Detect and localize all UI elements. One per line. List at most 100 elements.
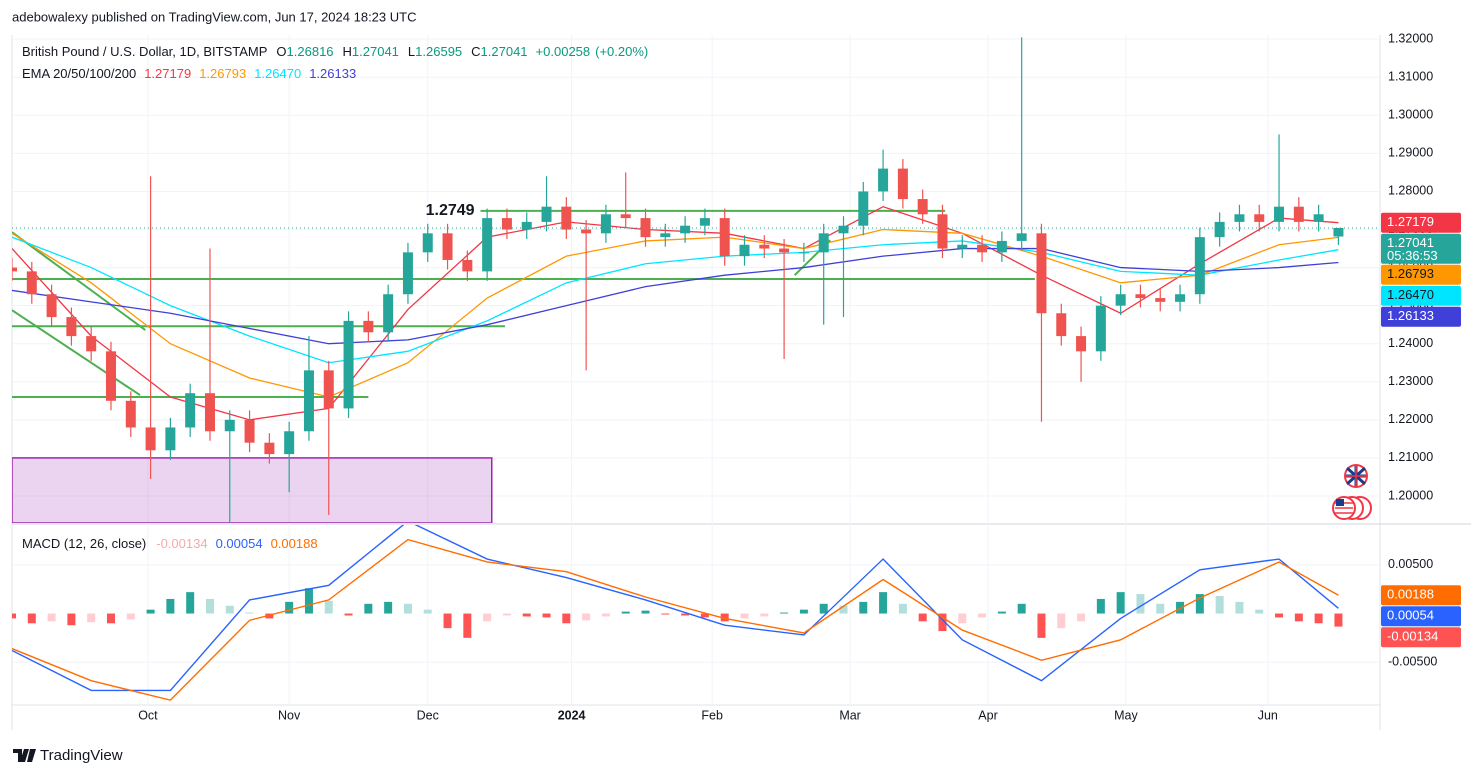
histogram-bar	[1314, 613, 1323, 624]
y-tick-label: 1.21000	[1388, 450, 1433, 464]
value-label: 0.00188	[1387, 587, 1434, 602]
histogram-bar	[265, 613, 274, 619]
candle-body	[66, 317, 77, 337]
candle-body	[1254, 214, 1265, 222]
ema-title: EMA 20/50/100/200	[22, 66, 136, 81]
histogram-bar	[1116, 592, 1125, 614]
ema-line	[12, 247, 1339, 345]
zone	[12, 457, 493, 523]
y-tick-label: 1.23000	[1388, 374, 1433, 388]
candle-body	[680, 225, 691, 234]
histogram-bar	[1037, 613, 1046, 638]
legend: British Pound / U.S. Dollar, 1D, BITSTAM…	[22, 44, 648, 59]
histogram-bar	[403, 603, 412, 614]
histogram-bar	[1294, 613, 1303, 622]
ohlc-key: O	[276, 44, 286, 59]
histogram-bar	[720, 613, 729, 622]
histogram-bar	[146, 609, 155, 614]
histogram-bar	[839, 605, 848, 614]
ohlc-key: H	[343, 44, 352, 59]
macd-value: 0.00054	[216, 536, 263, 551]
x-tick-label: Apr	[978, 708, 997, 722]
ohlc-value: 1.27041	[481, 44, 528, 59]
x-tick-label: May	[1114, 708, 1138, 722]
trend-line	[12, 231, 146, 331]
x-tick-label: Mar	[839, 708, 861, 722]
candle-body	[462, 259, 473, 272]
histogram-bar	[542, 613, 551, 618]
candle-body	[917, 199, 928, 215]
histogram-bar	[562, 613, 571, 624]
candle-body	[1135, 294, 1146, 299]
candle-body	[105, 351, 116, 401]
histogram-bar	[522, 613, 531, 617]
price-label: 1.27179	[1387, 214, 1434, 229]
value-label-box	[1381, 606, 1461, 627]
histogram-bar	[87, 613, 96, 623]
candle-body	[858, 191, 869, 226]
histogram-bar	[898, 603, 907, 614]
histogram-bar	[1077, 613, 1086, 622]
candle-body	[501, 218, 512, 230]
candle-body	[541, 206, 552, 222]
histogram-bar	[384, 601, 393, 614]
candle-body	[303, 370, 314, 432]
candle-body	[204, 393, 215, 432]
histogram-bar	[1275, 613, 1284, 618]
histogram-bar	[819, 603, 828, 614]
candle-body	[739, 244, 750, 257]
candle-body	[640, 218, 651, 238]
candle-body	[1293, 206, 1304, 222]
x-tick-label: Nov	[278, 708, 301, 722]
y-tick-label: 1.32000	[1388, 31, 1433, 45]
price-label: 1.26133	[1387, 308, 1434, 323]
histogram-bar	[67, 613, 76, 626]
histogram-bar	[205, 598, 214, 614]
candle-body	[224, 419, 235, 432]
histogram-bar	[1096, 598, 1105, 614]
histogram-bar	[1334, 613, 1343, 627]
histogram-bar	[225, 605, 234, 614]
x-tick-label: Feb	[701, 708, 723, 722]
histogram-bar	[760, 613, 769, 617]
histogram-bar	[740, 613, 749, 619]
value-label: -0.00134	[1387, 629, 1438, 644]
x-tick-label: Oct	[138, 708, 158, 722]
countdown: 05:36:53	[1387, 248, 1438, 263]
candle-body	[1175, 294, 1186, 302]
histogram-bar	[285, 601, 294, 614]
candle-body	[878, 168, 889, 192]
candle-body	[185, 393, 196, 428]
candle-body	[719, 218, 730, 257]
histogram-bar	[166, 598, 175, 614]
ema-legend: EMA 20/50/100/200 1.27179 1.26793 1.26470 1.…	[22, 66, 356, 81]
histogram-bar	[780, 612, 789, 614]
histogram-bar	[364, 603, 373, 614]
candle-body	[264, 442, 275, 455]
ohlc-value: 1.26595	[415, 44, 462, 59]
histogram-bar	[27, 613, 36, 624]
histogram-bar	[502, 613, 511, 616]
histogram-bar	[106, 613, 115, 624]
histogram-bar	[621, 611, 630, 614]
histogram-bar	[958, 613, 967, 624]
candle-body	[1115, 294, 1126, 306]
value-label-box	[1381, 585, 1461, 606]
ema-value: 1.27179	[144, 66, 191, 81]
value-label: 0.00054	[1387, 608, 1434, 623]
trend-line	[12, 309, 141, 396]
candle-body	[600, 214, 611, 234]
y-tick-label: -0.00500	[1388, 654, 1437, 668]
histogram-bar	[1136, 594, 1145, 614]
y-tick-label: 1.29000	[1388, 146, 1433, 160]
histogram-bar	[681, 613, 690, 616]
level-label: 1.2749	[426, 202, 475, 219]
histogram-bar	[1057, 613, 1066, 629]
candle-body	[561, 206, 572, 230]
ema-value: 1.26793	[199, 66, 246, 81]
price-label: 1.26470	[1387, 287, 1434, 302]
candle-body	[1313, 214, 1324, 222]
y-tick-label: 1.31000	[1388, 70, 1433, 84]
